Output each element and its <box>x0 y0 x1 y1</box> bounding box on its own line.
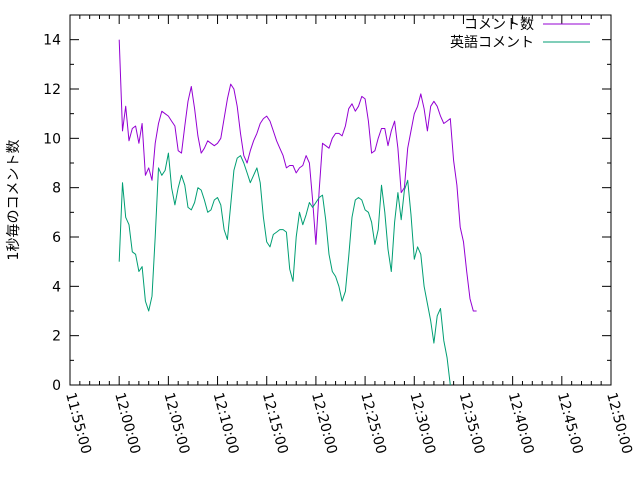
legend-label-1: 英語コメント <box>450 34 534 51</box>
x-tick-label: 12:25:00 <box>357 391 389 456</box>
x-tick-label: 12:50:00 <box>603 391 635 456</box>
axes: 0 2 4 6 8 10 12 14 11:55:00 12:00:00 12:05:00 12:10… <box>43 14 635 456</box>
y-tick-label: 0 <box>52 378 61 394</box>
y-tick-label: 2 <box>52 329 61 345</box>
x-tick-label: 12:35:00 <box>456 391 488 456</box>
y-tick-label: 14 <box>43 33 61 49</box>
y-tick-label: 6 <box>52 230 61 246</box>
x-tick-label: 12:45:00 <box>554 391 586 456</box>
y-tick-label: 4 <box>52 279 61 295</box>
x-tick-label: 12:15:00 <box>259 391 291 456</box>
y-axis-title: 1秒毎のコメント数 <box>6 140 22 261</box>
series-line-1 <box>118 152 451 386</box>
x-tick-label: 11:55:00 <box>62 391 94 456</box>
x-tick-label: 12:00:00 <box>111 391 143 456</box>
x-tick-label: 12:30:00 <box>406 391 438 456</box>
y-tick-label: 8 <box>52 181 61 197</box>
x-tick-label: 12:40:00 <box>505 391 537 456</box>
y-tick-label: 10 <box>43 131 61 147</box>
x-tick-label: 12:10:00 <box>210 391 242 456</box>
series-layer <box>118 39 477 386</box>
x-tick-label: 12:05:00 <box>160 391 192 456</box>
legend-label-0: コメント数 <box>464 17 534 33</box>
y-tick-label: 12 <box>43 82 61 98</box>
plot-frame <box>69 14 612 386</box>
x-tick-label: 12:20:00 <box>308 391 340 456</box>
legend: コメント数 英語コメント <box>450 17 590 51</box>
series-line-0 <box>118 39 477 312</box>
